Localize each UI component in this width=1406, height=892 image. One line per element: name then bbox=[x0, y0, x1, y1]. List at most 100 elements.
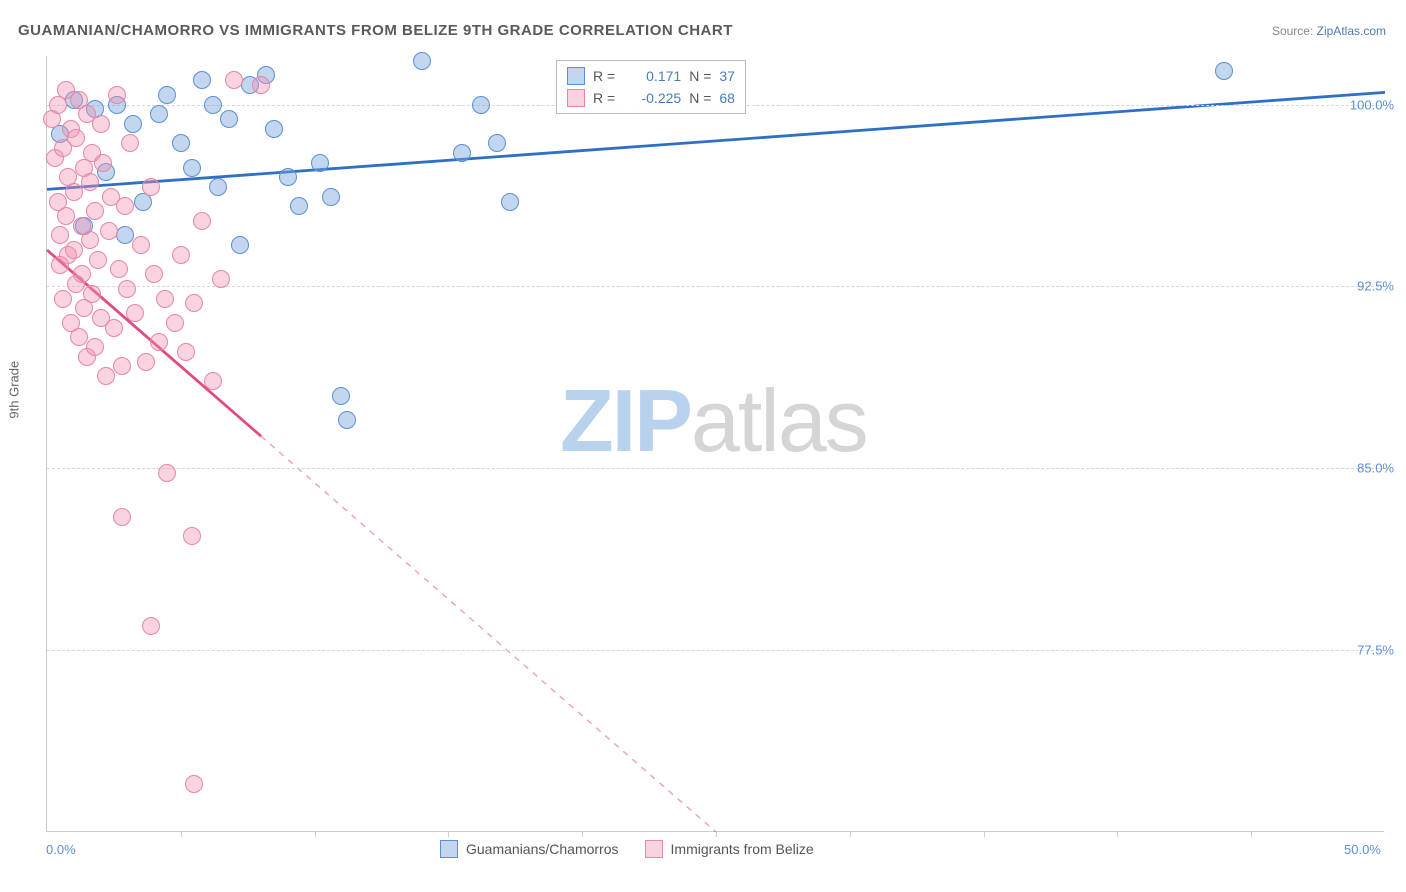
scatter-point bbox=[70, 328, 88, 346]
scatter-point bbox=[322, 188, 340, 206]
legend-item-blue: Guamanians/Chamorros bbox=[440, 840, 619, 858]
legend-label: Immigrants from Belize bbox=[671, 841, 814, 857]
scatter-point bbox=[83, 285, 101, 303]
scatter-point bbox=[86, 338, 104, 356]
scatter-point bbox=[116, 226, 134, 244]
scatter-point bbox=[472, 96, 490, 114]
scatter-point bbox=[67, 129, 85, 147]
n-value-pink: 68 bbox=[719, 90, 735, 106]
x-minor-tick bbox=[716, 831, 717, 837]
r-value-pink: -0.225 bbox=[623, 90, 681, 106]
scatter-point bbox=[158, 464, 176, 482]
scatter-point bbox=[501, 193, 519, 211]
scatter-point bbox=[65, 183, 83, 201]
scatter-point bbox=[57, 207, 75, 225]
scatter-point bbox=[142, 178, 160, 196]
scatter-point bbox=[81, 173, 99, 191]
trend-lines-svg bbox=[47, 56, 1385, 832]
x-tick-label: 50.0% bbox=[1344, 842, 1381, 857]
y-tick-label: 100.0% bbox=[1350, 97, 1394, 112]
x-minor-tick bbox=[315, 831, 316, 837]
scatter-point bbox=[137, 353, 155, 371]
scatter-point bbox=[338, 411, 356, 429]
scatter-point bbox=[110, 260, 128, 278]
scatter-plot bbox=[46, 56, 1384, 832]
scatter-point bbox=[183, 159, 201, 177]
source-attribution: Source: ZipAtlas.com bbox=[1272, 24, 1386, 38]
scatter-point bbox=[150, 333, 168, 351]
scatter-point bbox=[121, 134, 139, 152]
scatter-point bbox=[231, 236, 249, 254]
scatter-point bbox=[212, 270, 230, 288]
scatter-point bbox=[290, 197, 308, 215]
scatter-point bbox=[193, 71, 211, 89]
scatter-point bbox=[158, 86, 176, 104]
scatter-point bbox=[185, 294, 203, 312]
legend: Guamanians/Chamorros Immigrants from Bel… bbox=[440, 840, 814, 858]
n-label: N = bbox=[689, 68, 711, 84]
scatter-point bbox=[108, 86, 126, 104]
scatter-point bbox=[220, 110, 238, 128]
scatter-point bbox=[51, 226, 69, 244]
x-minor-tick bbox=[582, 831, 583, 837]
scatter-point bbox=[183, 527, 201, 545]
x-minor-tick bbox=[181, 831, 182, 837]
scatter-point bbox=[126, 304, 144, 322]
scatter-point bbox=[166, 314, 184, 332]
scatter-point bbox=[54, 290, 72, 308]
grid-line bbox=[47, 468, 1384, 469]
swatch-pink-icon bbox=[567, 89, 585, 107]
y-axis-label: 9th Grade bbox=[7, 361, 22, 419]
x-minor-tick bbox=[1117, 831, 1118, 837]
scatter-point bbox=[142, 617, 160, 635]
x-minor-tick bbox=[448, 831, 449, 837]
scatter-point bbox=[488, 134, 506, 152]
x-tick-label: 0.0% bbox=[46, 842, 76, 857]
y-tick-label: 92.5% bbox=[1357, 279, 1394, 294]
scatter-point bbox=[332, 387, 350, 405]
scatter-point bbox=[124, 115, 142, 133]
scatter-point bbox=[172, 134, 190, 152]
n-label: N = bbox=[689, 90, 711, 106]
scatter-point bbox=[100, 222, 118, 240]
r-label: R = bbox=[593, 90, 615, 106]
correlation-stats-box: R = 0.171 N = 37 R = -0.225 N = 68 bbox=[556, 60, 746, 114]
r-label: R = bbox=[593, 68, 615, 84]
swatch-blue-icon bbox=[440, 840, 458, 858]
scatter-point bbox=[94, 154, 112, 172]
swatch-pink-icon bbox=[645, 840, 663, 858]
source-prefix: Source: bbox=[1272, 24, 1317, 38]
scatter-point bbox=[150, 105, 168, 123]
x-minor-tick bbox=[1251, 831, 1252, 837]
scatter-point bbox=[252, 76, 270, 94]
scatter-point bbox=[116, 197, 134, 215]
r-value-blue: 0.171 bbox=[623, 68, 681, 84]
stats-row-blue: R = 0.171 N = 37 bbox=[567, 65, 735, 87]
scatter-point bbox=[265, 120, 283, 138]
y-tick-label: 77.5% bbox=[1357, 643, 1394, 658]
scatter-point bbox=[81, 231, 99, 249]
grid-line bbox=[47, 286, 1384, 287]
legend-item-pink: Immigrants from Belize bbox=[645, 840, 814, 858]
scatter-point bbox=[185, 775, 203, 793]
scatter-point bbox=[113, 508, 131, 526]
trend-line-dashed bbox=[261, 436, 716, 832]
scatter-point bbox=[279, 168, 297, 186]
scatter-point bbox=[311, 154, 329, 172]
source-link[interactable]: ZipAtlas.com bbox=[1317, 24, 1386, 38]
grid-line bbox=[47, 650, 1384, 651]
scatter-point bbox=[92, 115, 110, 133]
scatter-point bbox=[97, 367, 115, 385]
scatter-point bbox=[86, 202, 104, 220]
scatter-point bbox=[65, 241, 83, 259]
scatter-point bbox=[118, 280, 136, 298]
scatter-point bbox=[145, 265, 163, 283]
scatter-point bbox=[225, 71, 243, 89]
scatter-point bbox=[172, 246, 190, 264]
scatter-point bbox=[132, 236, 150, 254]
scatter-point bbox=[413, 52, 431, 70]
scatter-point bbox=[1215, 62, 1233, 80]
scatter-point bbox=[105, 319, 123, 337]
x-minor-tick bbox=[984, 831, 985, 837]
scatter-point bbox=[177, 343, 195, 361]
